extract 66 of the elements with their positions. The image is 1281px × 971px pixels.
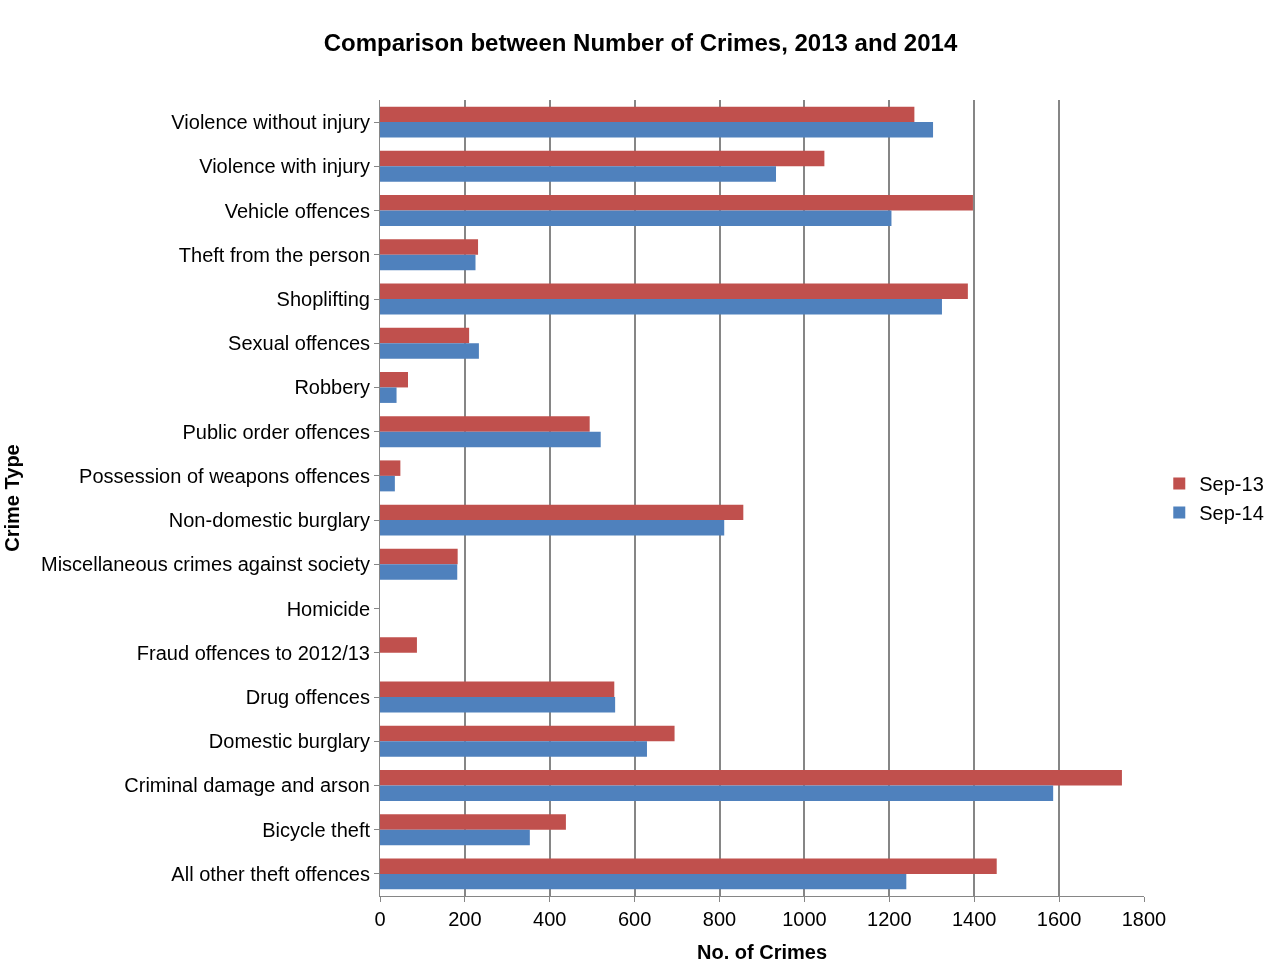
bar [380, 769, 1122, 786]
chart-title: Comparison between Number of Crimes, 2013 and 2014 [323, 28, 958, 56]
y-axis-title: Crime Type [1, 444, 24, 552]
y-tick-label: Violence with injury [199, 155, 370, 178]
bar [380, 858, 997, 874]
x-tick-label: 1400 [951, 908, 997, 930]
bar [380, 504, 744, 521]
bar [380, 548, 458, 565]
bar [380, 254, 476, 271]
bar [380, 371, 409, 388]
y-tick-label: Non-domestic burglary [168, 509, 370, 532]
y-tick-label: Robbery [294, 376, 370, 399]
bar [380, 814, 566, 830]
x-tick-label: 1600 [1036, 908, 1082, 930]
legend-label: Sep-14 [1199, 502, 1264, 525]
x-tick-label: 1200 [867, 908, 912, 930]
y-tick-label: Miscellaneous crimes against society [40, 553, 370, 576]
bar [380, 239, 479, 255]
bar [380, 106, 915, 123]
bar [380, 520, 725, 536]
bar [380, 195, 973, 211]
y-tick-label: Sexual offences [228, 332, 370, 355]
y-tick-label: Shoplifting [276, 288, 370, 310]
bar [380, 343, 479, 359]
bar [380, 564, 458, 580]
bar [380, 697, 616, 713]
x-tick-label: 1800 [1121, 908, 1167, 930]
bar [380, 283, 968, 299]
bar [380, 681, 615, 697]
y-tick-label: Drug offences [245, 686, 370, 708]
x-tick-label: 400 [533, 908, 567, 930]
bar [380, 122, 934, 138]
y-tick-label: Possession of weapons offences [79, 464, 370, 487]
bar [380, 785, 1054, 801]
bar [380, 431, 601, 448]
y-tick-label: Public order offences [182, 420, 370, 443]
bar [380, 416, 590, 432]
legend-label: Sep-13 [1199, 473, 1264, 496]
bar [380, 387, 397, 403]
bar [380, 637, 417, 653]
x-tick-label: 0 [374, 908, 386, 930]
x-tick-label: 200 [448, 908, 482, 930]
bar [380, 829, 530, 846]
x-tick-label: 1000 [782, 908, 827, 930]
bar [380, 460, 401, 476]
y-tick-label: Fraud offences to 2012/13 [136, 641, 370, 664]
bar [380, 210, 892, 227]
y-tick-label: All other theft offences [171, 862, 370, 885]
y-tick-label: Bicycle theft [262, 818, 371, 841]
bar [380, 299, 942, 315]
bar [380, 150, 825, 167]
y-tick-label: Theft from the person [178, 243, 370, 266]
y-tick-label: Violence without injury [171, 111, 370, 134]
y-tick-label: Criminal damage and arson [124, 774, 370, 797]
bar [380, 725, 675, 742]
bar [380, 741, 647, 757]
x-tick-label: 800 [702, 908, 737, 930]
y-tick-label: Vehicle offences [224, 199, 370, 222]
bar [380, 475, 395, 492]
y-tick-label: Domestic burglary [208, 730, 370, 753]
x-tick-label: 600 [617, 908, 652, 930]
x-axis-title: No. of Crimes [696, 940, 828, 963]
bar [380, 873, 907, 890]
bar [380, 327, 470, 344]
bar [380, 166, 777, 182]
y-tick-label: Homicide [286, 597, 370, 620]
